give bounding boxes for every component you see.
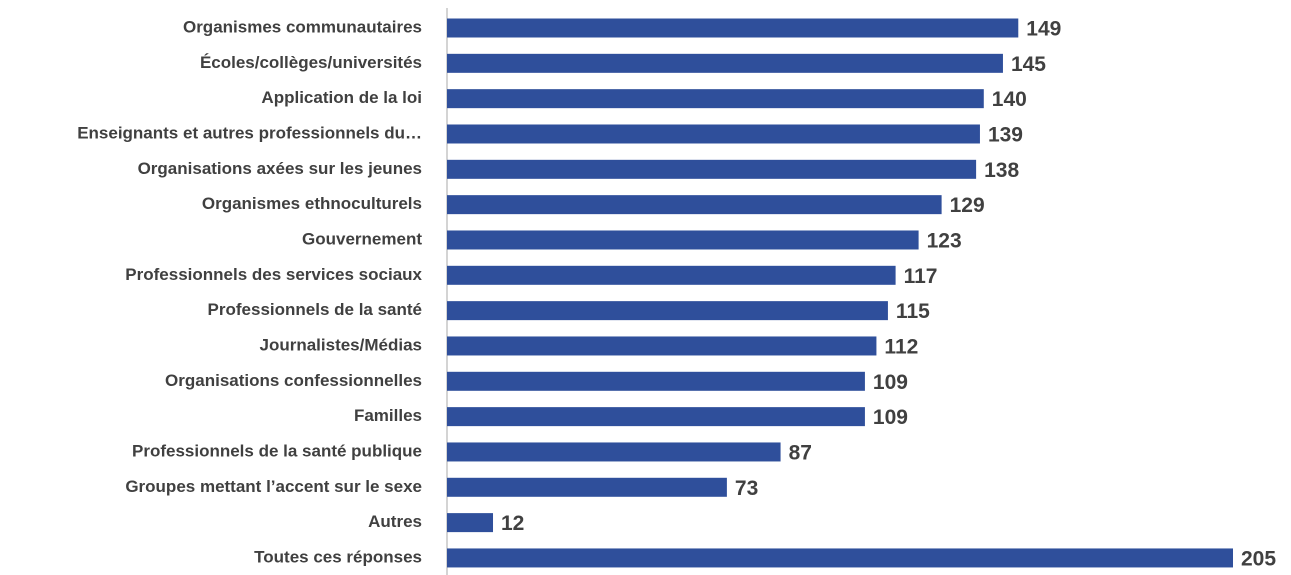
- category-label: Toutes ces réponses: [254, 547, 422, 566]
- value-label: 145: [1011, 53, 1046, 76]
- category-label: Écoles/collèges/universités: [200, 53, 422, 72]
- value-label: 205: [1241, 547, 1276, 570]
- bar: [447, 265, 896, 285]
- category-label: Organisations confessionnelles: [165, 371, 422, 390]
- value-label: 115: [896, 300, 930, 323]
- bar: [447, 124, 980, 144]
- bar: [447, 53, 1003, 73]
- value-label: 117: [904, 265, 938, 288]
- value-label: 73: [735, 477, 758, 500]
- value-label: 109: [873, 406, 908, 429]
- category-label: Organismes communautaires: [183, 17, 422, 36]
- category-label: Familles: [354, 406, 422, 425]
- bar: [447, 301, 888, 321]
- bar: [447, 442, 781, 462]
- category-label: Gouvernement: [302, 229, 422, 248]
- value-label: 149: [1026, 18, 1061, 41]
- category-label: Organismes ethnoculturels: [202, 194, 422, 213]
- value-label: 140: [992, 88, 1027, 111]
- category-label: Enseignants et autres professionnels du…: [77, 123, 422, 142]
- category-label: Professionnels de la santé publique: [132, 441, 422, 460]
- value-label: 138: [984, 159, 1019, 182]
- bar: [447, 513, 494, 533]
- value-label: 123: [927, 230, 962, 253]
- value-label: 12: [501, 512, 524, 535]
- value-label: 139: [988, 124, 1023, 147]
- bar: [447, 195, 942, 215]
- value-label: 129: [950, 194, 985, 217]
- category-label: Professionnels de la santé: [208, 300, 422, 319]
- bar: [447, 477, 727, 497]
- category-label: Autres: [368, 512, 422, 531]
- category-label: Application de la loi: [261, 88, 422, 107]
- category-label: Groupes mettant l’accent sur le sexe: [125, 477, 422, 496]
- bar: [447, 407, 865, 427]
- value-label: 112: [884, 336, 918, 359]
- bar: [447, 336, 877, 356]
- bar: [447, 89, 984, 109]
- bar: [447, 548, 1233, 568]
- bar: [447, 230, 919, 250]
- category-label: Organisations axées sur les jeunes: [138, 159, 422, 178]
- bar: [447, 159, 977, 179]
- value-label: 87: [789, 442, 812, 465]
- category-label: Journalistes/Médias: [259, 335, 422, 354]
- bar: [447, 18, 1019, 38]
- value-label: 109: [873, 371, 908, 394]
- category-label: Professionnels des services sociaux: [125, 265, 422, 284]
- bar: [447, 371, 865, 391]
